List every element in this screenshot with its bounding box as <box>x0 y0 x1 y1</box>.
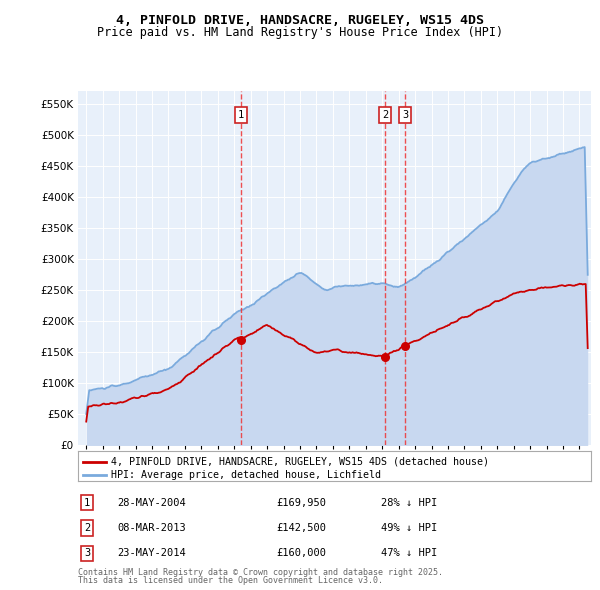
Text: £142,500: £142,500 <box>276 523 326 533</box>
Text: 28-MAY-2004: 28-MAY-2004 <box>117 498 186 507</box>
Text: 2: 2 <box>84 523 90 533</box>
Text: 23-MAY-2014: 23-MAY-2014 <box>117 549 186 558</box>
Text: 1: 1 <box>238 110 244 120</box>
Text: 4, PINFOLD DRIVE, HANDSACRE, RUGELEY, WS15 4DS (detached house): 4, PINFOLD DRIVE, HANDSACRE, RUGELEY, WS… <box>112 457 490 467</box>
Text: 1: 1 <box>84 498 90 507</box>
Text: £160,000: £160,000 <box>276 549 326 558</box>
Text: 47% ↓ HPI: 47% ↓ HPI <box>381 549 437 558</box>
Text: Price paid vs. HM Land Registry's House Price Index (HPI): Price paid vs. HM Land Registry's House … <box>97 26 503 39</box>
Text: 2: 2 <box>382 110 388 120</box>
Text: HPI: Average price, detached house, Lichfield: HPI: Average price, detached house, Lich… <box>112 470 382 480</box>
Text: 3: 3 <box>84 549 90 558</box>
Text: 28% ↓ HPI: 28% ↓ HPI <box>381 498 437 507</box>
Text: Contains HM Land Registry data © Crown copyright and database right 2025.: Contains HM Land Registry data © Crown c… <box>78 568 443 577</box>
Text: 3: 3 <box>402 110 408 120</box>
Text: 08-MAR-2013: 08-MAR-2013 <box>117 523 186 533</box>
Text: 49% ↓ HPI: 49% ↓ HPI <box>381 523 437 533</box>
Text: 4, PINFOLD DRIVE, HANDSACRE, RUGELEY, WS15 4DS: 4, PINFOLD DRIVE, HANDSACRE, RUGELEY, WS… <box>116 14 484 27</box>
Text: £169,950: £169,950 <box>276 498 326 507</box>
Text: This data is licensed under the Open Government Licence v3.0.: This data is licensed under the Open Gov… <box>78 576 383 585</box>
